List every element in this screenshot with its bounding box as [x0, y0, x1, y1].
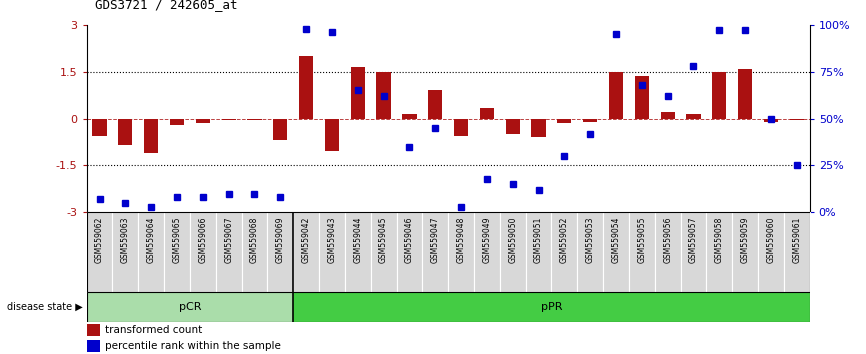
Text: GSM559047: GSM559047	[430, 216, 440, 263]
Text: GSM559069: GSM559069	[275, 216, 285, 263]
Bar	[294, 212, 319, 292]
Bar	[506, 119, 520, 134]
Bar	[532, 119, 546, 137]
Bar	[557, 119, 572, 123]
Bar	[196, 119, 210, 123]
Bar	[790, 119, 804, 120]
Text: GSM559062: GSM559062	[95, 216, 104, 263]
Bar	[87, 212, 113, 292]
Bar	[351, 67, 365, 119]
Bar	[603, 212, 629, 292]
Bar	[299, 56, 313, 119]
Text: GSM559057: GSM559057	[689, 216, 698, 263]
Bar	[784, 212, 810, 292]
Bar	[273, 119, 288, 141]
Bar	[139, 212, 164, 292]
Bar	[707, 212, 733, 292]
Bar	[242, 212, 268, 292]
Bar	[325, 119, 339, 152]
Bar	[635, 76, 649, 119]
Bar	[119, 119, 132, 145]
Bar	[480, 108, 494, 119]
Text: GSM559052: GSM559052	[560, 216, 569, 263]
Bar	[397, 212, 423, 292]
Text: percentile rank within the sample: percentile rank within the sample	[105, 341, 281, 351]
Bar	[87, 292, 294, 322]
Text: GSM559043: GSM559043	[327, 216, 336, 263]
Bar	[712, 72, 727, 119]
Bar	[403, 114, 417, 119]
Bar	[216, 212, 242, 292]
Text: GSM559067: GSM559067	[224, 216, 233, 263]
Text: GSM559045: GSM559045	[379, 216, 388, 263]
Bar	[578, 212, 603, 292]
Bar	[294, 292, 810, 322]
Text: GSM559042: GSM559042	[301, 216, 311, 263]
Bar	[113, 212, 139, 292]
Bar	[190, 212, 216, 292]
Bar	[170, 119, 184, 125]
Text: GDS3721 / 242605_at: GDS3721 / 242605_at	[95, 0, 238, 11]
Bar	[144, 119, 158, 153]
Text: GSM559049: GSM559049	[482, 216, 491, 263]
Bar	[345, 212, 371, 292]
Text: GSM559066: GSM559066	[198, 216, 207, 263]
Bar	[661, 112, 675, 119]
Text: transformed count: transformed count	[105, 325, 202, 336]
Text: GSM559048: GSM559048	[456, 216, 466, 263]
Bar	[449, 212, 474, 292]
Bar	[377, 72, 391, 119]
Text: disease state ▶: disease state ▶	[7, 302, 82, 312]
Bar	[500, 212, 526, 292]
Text: GSM559055: GSM559055	[637, 216, 646, 263]
Text: GSM559063: GSM559063	[121, 216, 130, 263]
Text: GSM559046: GSM559046	[405, 216, 414, 263]
Bar	[583, 119, 598, 122]
Bar	[552, 212, 578, 292]
Bar	[655, 212, 681, 292]
Bar	[681, 212, 707, 292]
Text: GSM559064: GSM559064	[146, 216, 156, 263]
Text: GSM559051: GSM559051	[534, 216, 543, 263]
Text: GSM559068: GSM559068	[250, 216, 259, 263]
Bar	[733, 212, 758, 292]
Bar	[87, 324, 100, 336]
Bar	[164, 212, 190, 292]
Text: GSM559044: GSM559044	[353, 216, 362, 263]
Bar	[609, 72, 624, 119]
Text: pCR: pCR	[178, 302, 201, 312]
Text: GSM559054: GSM559054	[611, 216, 621, 263]
Bar	[454, 119, 469, 136]
Text: GSM559060: GSM559060	[766, 216, 775, 263]
Bar	[687, 114, 701, 119]
Bar	[629, 212, 655, 292]
Bar	[526, 212, 552, 292]
Bar	[87, 340, 100, 352]
Bar	[423, 212, 449, 292]
Text: GSM559056: GSM559056	[663, 216, 672, 263]
Text: GSM559058: GSM559058	[714, 216, 724, 263]
Bar	[764, 119, 778, 122]
Text: GSM559059: GSM559059	[740, 216, 750, 263]
Bar	[248, 119, 262, 120]
Text: pPR: pPR	[540, 302, 562, 312]
Text: GSM559065: GSM559065	[172, 216, 182, 263]
Text: GSM559050: GSM559050	[508, 216, 517, 263]
Bar	[93, 119, 107, 136]
Bar	[268, 212, 294, 292]
Bar	[222, 119, 236, 120]
Bar	[758, 212, 784, 292]
Text: GSM559061: GSM559061	[792, 216, 801, 263]
Bar	[371, 212, 397, 292]
Bar	[319, 212, 345, 292]
Bar	[738, 69, 753, 119]
Bar	[428, 90, 443, 119]
Text: GSM559053: GSM559053	[585, 216, 595, 263]
Bar	[474, 212, 500, 292]
